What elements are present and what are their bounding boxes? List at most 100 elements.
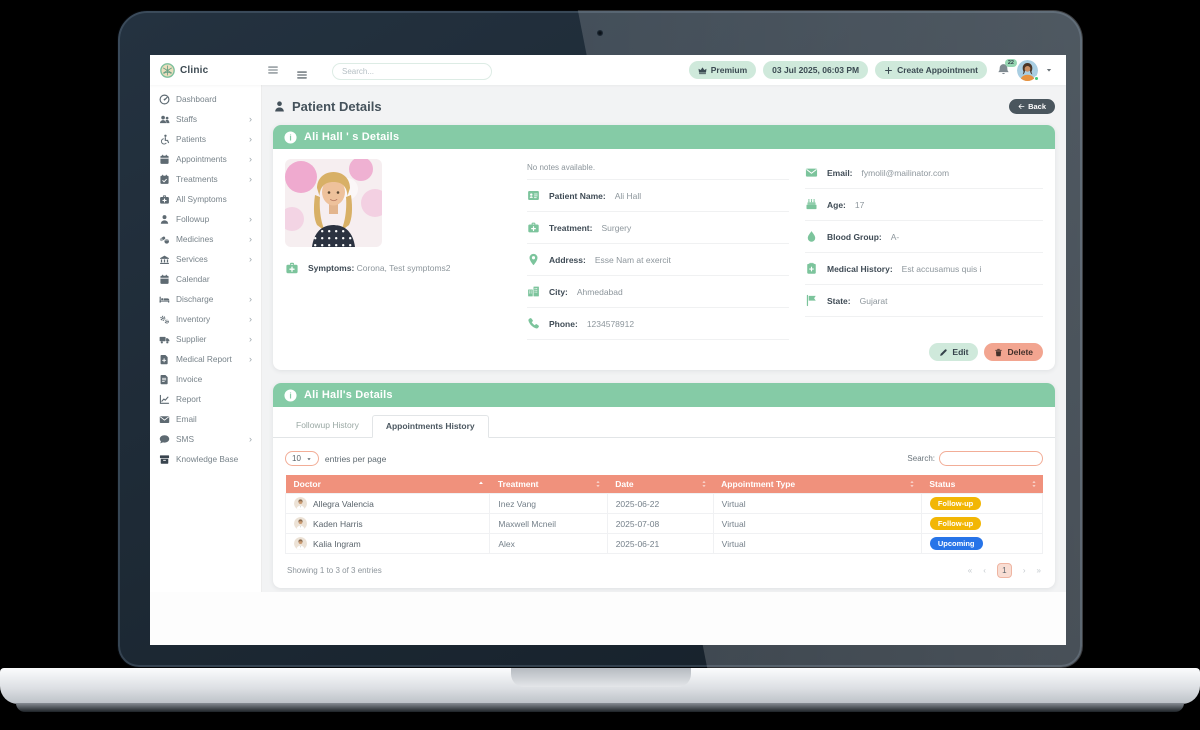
pagination-next[interactable]: › [1022,566,1026,575]
column-header-appointment-type[interactable]: Appointment Type [713,475,922,494]
person-icon [159,214,170,225]
sidebar-item-supplier[interactable]: Supplier › [150,329,261,349]
sidebar-item-label: Appointments [176,154,227,164]
chevron-right-icon: › [249,433,252,444]
create-appointment-label: Create Appointment [897,65,978,75]
doctor-avatar [294,517,307,530]
page-title: Patient Details [292,99,382,114]
search-input[interactable] [332,62,492,80]
tab-appointments-history[interactable]: Appointments History [371,415,489,438]
droplet-icon [805,230,818,243]
sidebar-item-dashboard[interactable]: Dashboard [150,89,261,109]
notifications-button[interactable]: 22 [997,59,1017,77]
pagination-first[interactable]: « [967,566,973,575]
id-card-icon [527,189,540,202]
webcam-dot [597,30,603,36]
sidebar-item-treatments[interactable]: Treatments › [150,169,261,189]
sidebar-item-followup[interactable]: Followup › [150,209,261,229]
users-icon [159,114,170,125]
sidebar-item-calendar[interactable]: Calendar [150,269,261,289]
entries-per-page-select[interactable]: 10 [285,451,319,466]
sidebar-item-inventory[interactable]: Inventory › [150,309,261,329]
sidebar-item-label: Medicines [176,234,214,244]
field-treatment: Treatment: Surgery [527,212,789,244]
delete-button[interactable]: Delete [984,343,1043,361]
entries-per-page-label: entries per page [324,453,387,464]
tab-followup-history[interactable]: Followup History [296,420,359,430]
sort-icon [1030,480,1038,488]
chevron-right-icon: › [249,173,252,184]
premium-button[interactable]: Premium [688,61,757,79]
symptoms-row: Symptoms: Corona, Test symptoms2 [285,261,527,275]
sidebar-item-label: Discharge [176,294,214,304]
symptoms-value: Corona, Test symptoms2 [356,263,451,273]
table-summary: Showing 1 to 3 of 3 entries [287,566,382,575]
sidebar-item-all-symptoms[interactable]: All Symptoms [150,189,261,209]
chevron-right-icon: › [249,313,252,324]
back-button[interactable]: Back [1009,99,1055,114]
pagination-current-page[interactable]: 1 [996,563,1012,578]
sidebar-item-medicines[interactable]: Medicines › [150,229,261,249]
pagination-last[interactable]: » [1036,566,1041,575]
map-pin-icon [527,253,540,266]
column-header-treatment[interactable]: Treatment [489,475,608,494]
table-row[interactable]: Allegra Valencia Inez Vang 2025-06-22 Vi… [284,493,1044,514]
sidebar-item-patients[interactable]: Patients › [150,129,261,149]
sidebar-item-invoice[interactable]: Invoice [150,369,261,389]
sidebar-item-label: Treatments [176,174,218,184]
status-badge: Upcoming [929,537,983,550]
sidebar-item-staffs[interactable]: Staffs › [150,109,261,129]
status-badge: Follow-up [929,517,982,530]
archive-icon [159,454,170,465]
sort-icon [908,480,916,488]
sidebar-item-email[interactable]: Email [150,409,261,429]
sidebar-item-services[interactable]: Services › [150,249,261,269]
caret-down-icon[interactable] [1045,66,1053,74]
field-phone: Phone: 1234578912 [527,308,789,340]
menu-icon[interactable] [296,69,308,81]
chevron-right-icon: › [249,213,252,224]
sidebar-item-medical-report[interactable]: Medical Report › [150,349,261,369]
avatar [1017,59,1038,81]
info-icon: i [284,130,297,144]
create-appointment-button[interactable]: Create Appointment [875,61,987,79]
doctor-avatar [294,537,307,550]
pagination-prev[interactable]: ‹ [983,566,986,575]
sidebar-item-sms[interactable]: SMS › [150,429,261,449]
history-tabs: Followup History Appointments History [273,407,1055,438]
comment-icon [159,434,170,445]
menu-icon[interactable] [267,64,279,76]
column-header-doctor[interactable]: Doctor [285,475,490,494]
table-search-input[interactable] [939,451,1043,466]
chevron-right-icon: › [249,293,252,304]
main-content: Patient Details Back i Ali Hall ' s Deta… [262,85,1066,592]
status-badge: Follow-up [929,497,982,510]
truck-icon [159,334,170,345]
edit-button[interactable]: Edit [929,343,979,361]
sidebar-item-knowledge-base[interactable]: Knowledge Base [150,449,261,469]
brand[interactable]: Clinic [150,62,262,78]
sidebar-item-discharge[interactable]: Discharge › [150,289,261,309]
calendar-icon [159,274,170,285]
brand-name: Clinic [180,64,209,76]
sidebar-item-report[interactable]: Report [150,389,261,409]
sidebar-item-label: Email [176,414,197,424]
sidebar-item-appointments[interactable]: Appointments › [150,149,261,169]
user-menu[interactable] [1017,59,1039,81]
patient-details-card: i Ali Hall ' s Details [273,125,1055,370]
table-row[interactable]: Kalia Ingram Alex 2025-06-21 Virtual Upc… [284,533,1044,554]
bed-icon [159,294,170,305]
briefcase-medical-icon [527,221,540,234]
file-invoice-icon [159,374,170,385]
chevron-right-icon: › [249,113,252,124]
screen-bottom-strip [150,592,1066,645]
field-medical-history: Medical History: Est accusamus quis i [805,253,1043,285]
card-title: Ali Hall's Details [304,389,393,401]
column-header-date[interactable]: Date [607,475,714,494]
sidebar-item-label: Medical Report [176,354,232,364]
app-screen: Clinic Premium 03 Jul 2025, 06:03 PM Cre… [150,55,1066,645]
pagination: « ‹ 1 › » [968,563,1041,578]
column-header-status[interactable]: Status [921,475,1043,494]
table-row[interactable]: Kaden Harris Maxwell Mcneil 2025-07-08 V… [284,513,1044,534]
sidebar-item-label: Invoice [176,374,203,384]
